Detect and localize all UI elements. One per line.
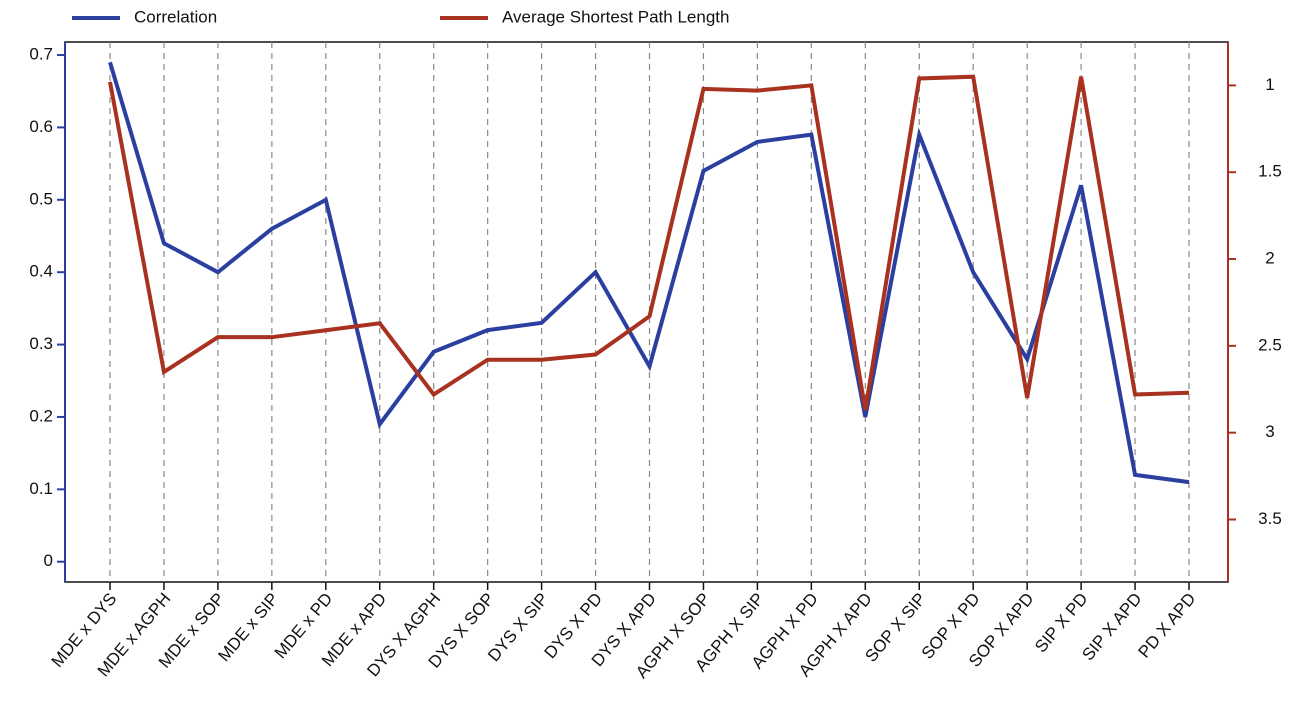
y2-tick-label: 1 [1265,75,1274,94]
y-tick-label: 0.7 [29,45,53,64]
series-line [108,61,1190,485]
y-tick-label: 0.1 [29,479,53,498]
y2-tick-label: 3.5 [1258,509,1282,528]
plot-frame [64,41,1229,583]
y2-tick-label: 2.5 [1258,335,1282,354]
y2-tick-label: 1.5 [1258,162,1282,181]
y2-tick-label: 2 [1265,249,1274,268]
y-tick-label: 0.2 [29,406,53,425]
y-tick-label: 0.5 [29,189,53,208]
y-tick-label: 0.3 [29,334,53,353]
legend-label: Correlation [134,7,217,26]
y-tick-label: 0.4 [29,262,53,281]
legend-label: Average Shortest Path Length [502,7,729,26]
y-tick-label: 0 [44,551,53,570]
x-tick-label: PD X APD [1135,589,1200,661]
y2-tick-label: 3 [1265,422,1274,441]
y-tick-label: 0.6 [29,117,53,136]
series-line [108,74,1190,411]
